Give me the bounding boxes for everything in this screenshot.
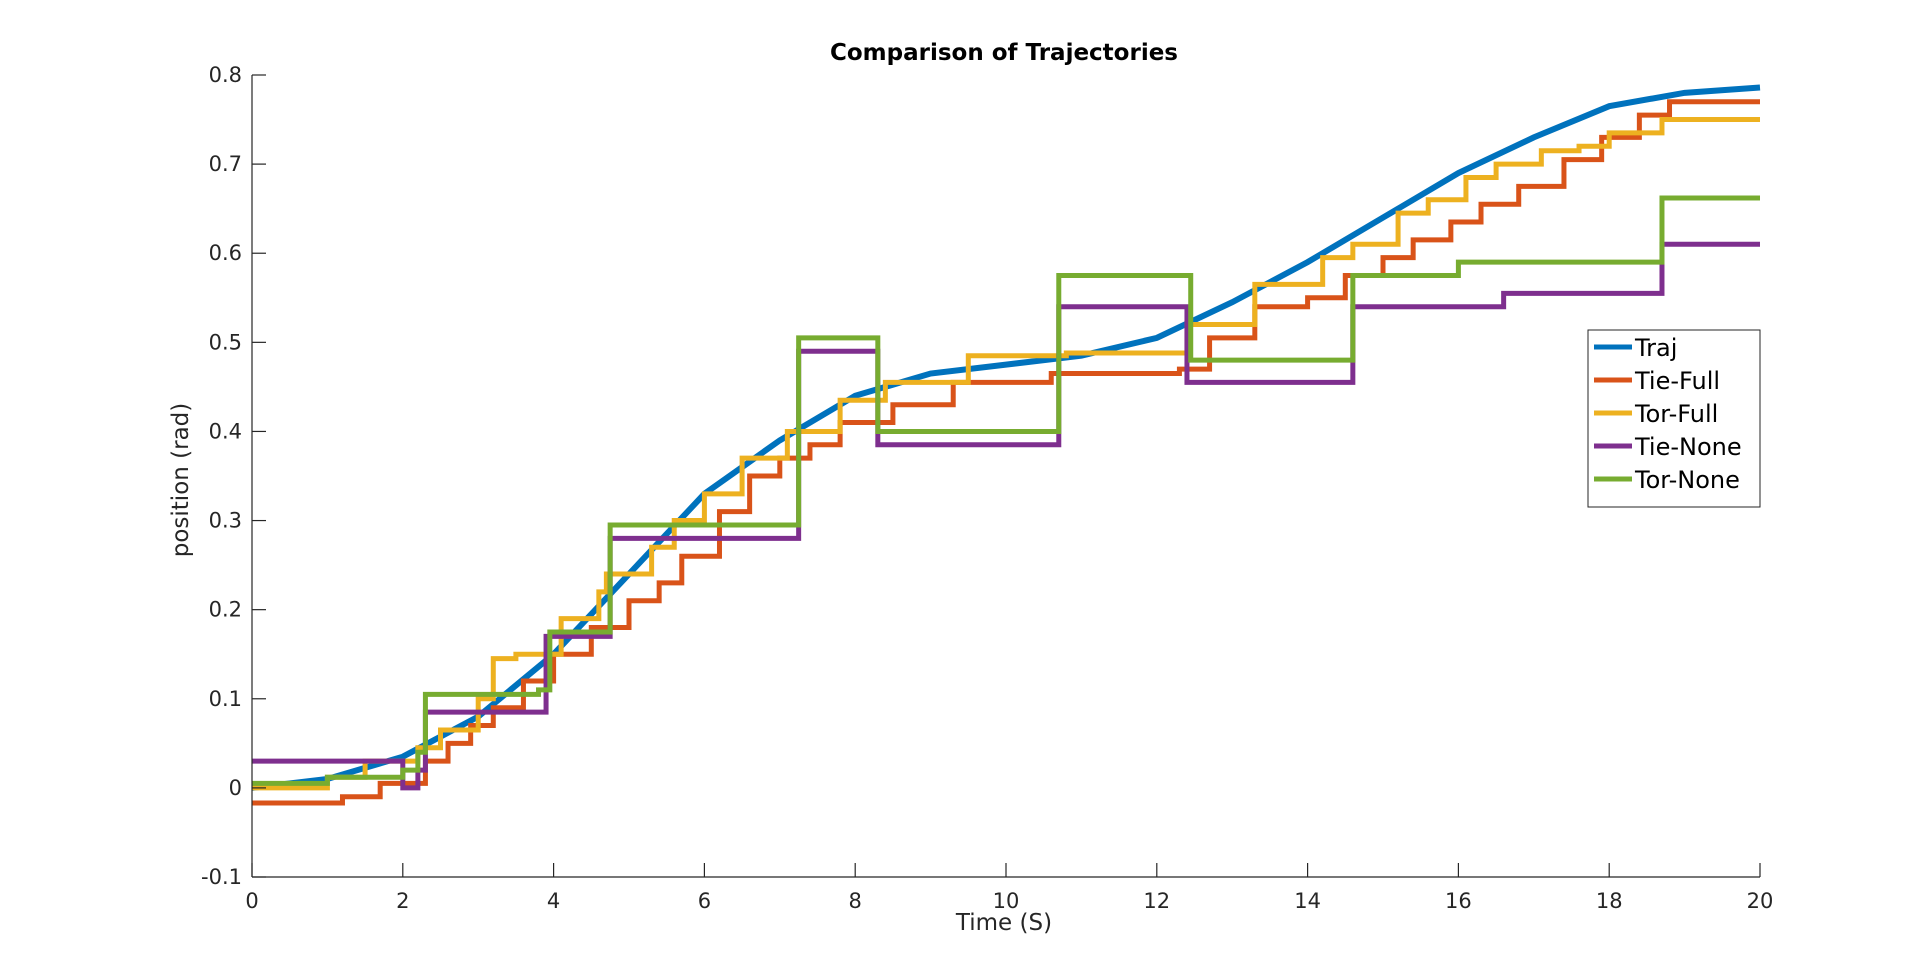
- y-tick-label: 0.1: [209, 687, 242, 711]
- y-axis-label: position (rad): [168, 403, 194, 558]
- x-tick-label: 12: [1143, 889, 1170, 913]
- y-tick-label: 0.7: [209, 152, 242, 176]
- legend-label-tor-none: Tor-None: [1634, 466, 1740, 494]
- legend: Traj Tie-Full Tor-Full Tie-None Tor-None: [1587, 329, 1761, 508]
- series-line-tie-full: [252, 99, 1760, 806]
- y-tick-label: 0.6: [209, 241, 242, 265]
- legend-label-traj: Traj: [1634, 334, 1677, 362]
- legend-label-tor-full: Tor-Full: [1634, 400, 1718, 428]
- series-group: [251, 84, 1761, 806]
- x-tick-label: 14: [1294, 889, 1321, 913]
- x-tick-label: 2: [396, 889, 409, 913]
- x-tick-label: 10: [993, 889, 1020, 913]
- x-tick-label: 16: [1445, 889, 1472, 913]
- y-tick-label: 0.5: [209, 330, 242, 354]
- y-tick-label: -0.1: [201, 865, 242, 889]
- y-tick-label: 0.3: [209, 509, 242, 533]
- series-line-tor-none: [252, 195, 1760, 786]
- series-line-tor-full: [252, 117, 1760, 791]
- y-tick-label: 0: [229, 776, 242, 800]
- x-tick-label: 4: [547, 889, 560, 913]
- series-line-traj: [251, 84, 1761, 791]
- x-tick-label: 18: [1596, 889, 1623, 913]
- x-axis-label: Time (S): [955, 910, 1052, 936]
- chart-title: Comparison of Trajectories: [830, 40, 1178, 66]
- legend-label-tie-none: Tie-None: [1634, 433, 1742, 461]
- x-tick-label: 8: [849, 889, 862, 913]
- y-tick-label: 0.4: [209, 419, 242, 443]
- x-tick-label: 0: [245, 889, 258, 913]
- legend-label-tie-full: Tie-Full: [1634, 367, 1720, 395]
- axes: 0 2 4 6 8 10 12 14 16 18 20-0.100.10.20.30.40.50.6…: [201, 63, 1773, 913]
- y-tick-label: 0.2: [209, 598, 242, 622]
- x-tick-label: 6: [698, 889, 711, 913]
- x-tick-label: 20: [1747, 889, 1774, 913]
- y-tick-label: 0.8: [209, 63, 242, 87]
